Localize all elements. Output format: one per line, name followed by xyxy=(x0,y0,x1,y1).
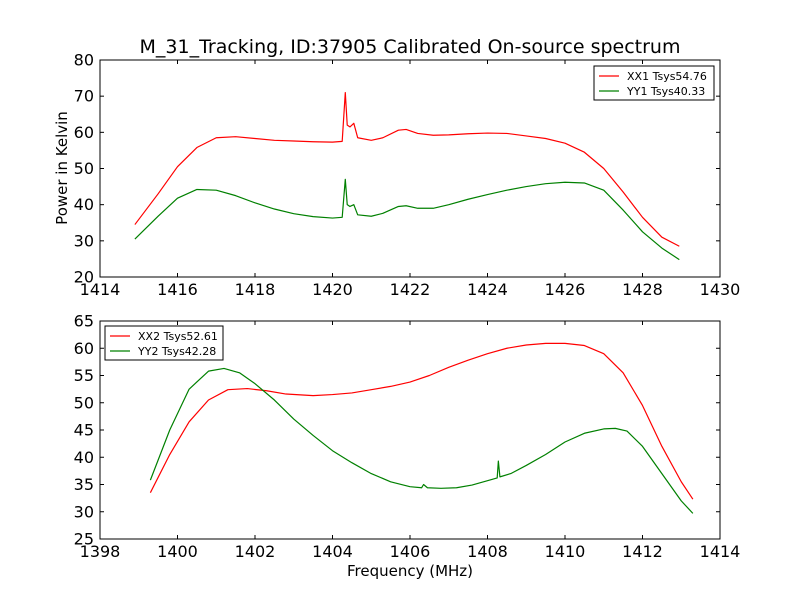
plots: 1414 1416 1418 1420 1422 1424 1426 1428 1430 20 30… xyxy=(74,51,741,562)
series-line-2 xyxy=(149,367,694,514)
x-axis-label: Frequency (MHz) xyxy=(347,562,473,580)
x-tick-label: 1418 xyxy=(235,280,276,299)
x-tick-label: 1428 xyxy=(622,280,663,299)
legend-label-2: YY1 Tsys40.33 xyxy=(626,85,705,98)
y-tick-label: 60 xyxy=(74,339,94,358)
y-tick-label: 25 xyxy=(74,530,94,549)
y-tick-label: 30 xyxy=(74,502,94,521)
x-tick-label: 1426 xyxy=(545,280,586,299)
y-tick-label: 65 xyxy=(74,312,94,331)
y-tick-label: 55 xyxy=(74,366,94,385)
x-tick-label: 1406 xyxy=(390,542,431,561)
x-tick-label: 1422 xyxy=(390,280,431,299)
x-tick-label: 1416 xyxy=(157,280,198,299)
legend-label-2: YY2 Tsys42.28 xyxy=(137,345,216,358)
y-tick-label: 45 xyxy=(74,421,94,440)
x-tick-label: 1412 xyxy=(622,542,663,561)
y-tick-label: 20 xyxy=(74,268,94,287)
plot-panel-1: 1414 1416 1418 1420 1422 1424 1426 1428 1430 20 30… xyxy=(74,51,741,300)
y-tick-label: 70 xyxy=(74,87,94,106)
x-tick-label: 1402 xyxy=(235,542,276,561)
x-tick-label: 1424 xyxy=(467,280,508,299)
y-tick-label: 50 xyxy=(74,393,94,412)
x-tick-label: 1404 xyxy=(312,542,353,561)
y-tick-label: 60 xyxy=(74,123,94,142)
x-tick-label: 1414 xyxy=(700,542,741,561)
y-tick-label: 80 xyxy=(74,51,94,70)
plot-panel-2: 1398 1400 1402 1404 1406 1408 1410 1412 1414 25 30… xyxy=(74,312,741,562)
x-tick-label: 1400 xyxy=(157,542,198,561)
x-tick-label: 1408 xyxy=(467,542,508,561)
x-tick-label: 1420 xyxy=(312,280,353,299)
figure-title: M_31_Tracking, ID:37905 Calibrated On-so… xyxy=(140,36,681,58)
legend: XX1 Tsys54.76 YY1 Tsys40.33 xyxy=(593,65,715,101)
series-line-1 xyxy=(149,342,694,500)
legend-label-1: XX1 Tsys54.76 xyxy=(627,70,707,83)
legend-label-1: XX2 Tsys52.61 xyxy=(138,330,218,343)
y-tick-label: 30 xyxy=(74,231,94,250)
legend-box xyxy=(104,325,224,361)
x-tick-label: 1398 xyxy=(80,542,121,561)
legend-box xyxy=(593,65,715,101)
series-line-2 xyxy=(134,178,680,261)
y-tick-label: 40 xyxy=(74,195,94,214)
legend: XX2 Tsys52.61 YY2 Tsys42.28 xyxy=(104,325,224,361)
x-tick-label: 1430 xyxy=(700,280,741,299)
y-axis-label: Power in Kelvin xyxy=(53,111,71,225)
series-line-1 xyxy=(134,91,680,247)
y-tick-label: 40 xyxy=(74,448,94,467)
x-tick-label: 1414 xyxy=(80,280,121,299)
y-tick-label: 50 xyxy=(74,159,94,178)
y-tick-label: 35 xyxy=(74,475,94,494)
x-tick-label: 1410 xyxy=(545,542,586,561)
